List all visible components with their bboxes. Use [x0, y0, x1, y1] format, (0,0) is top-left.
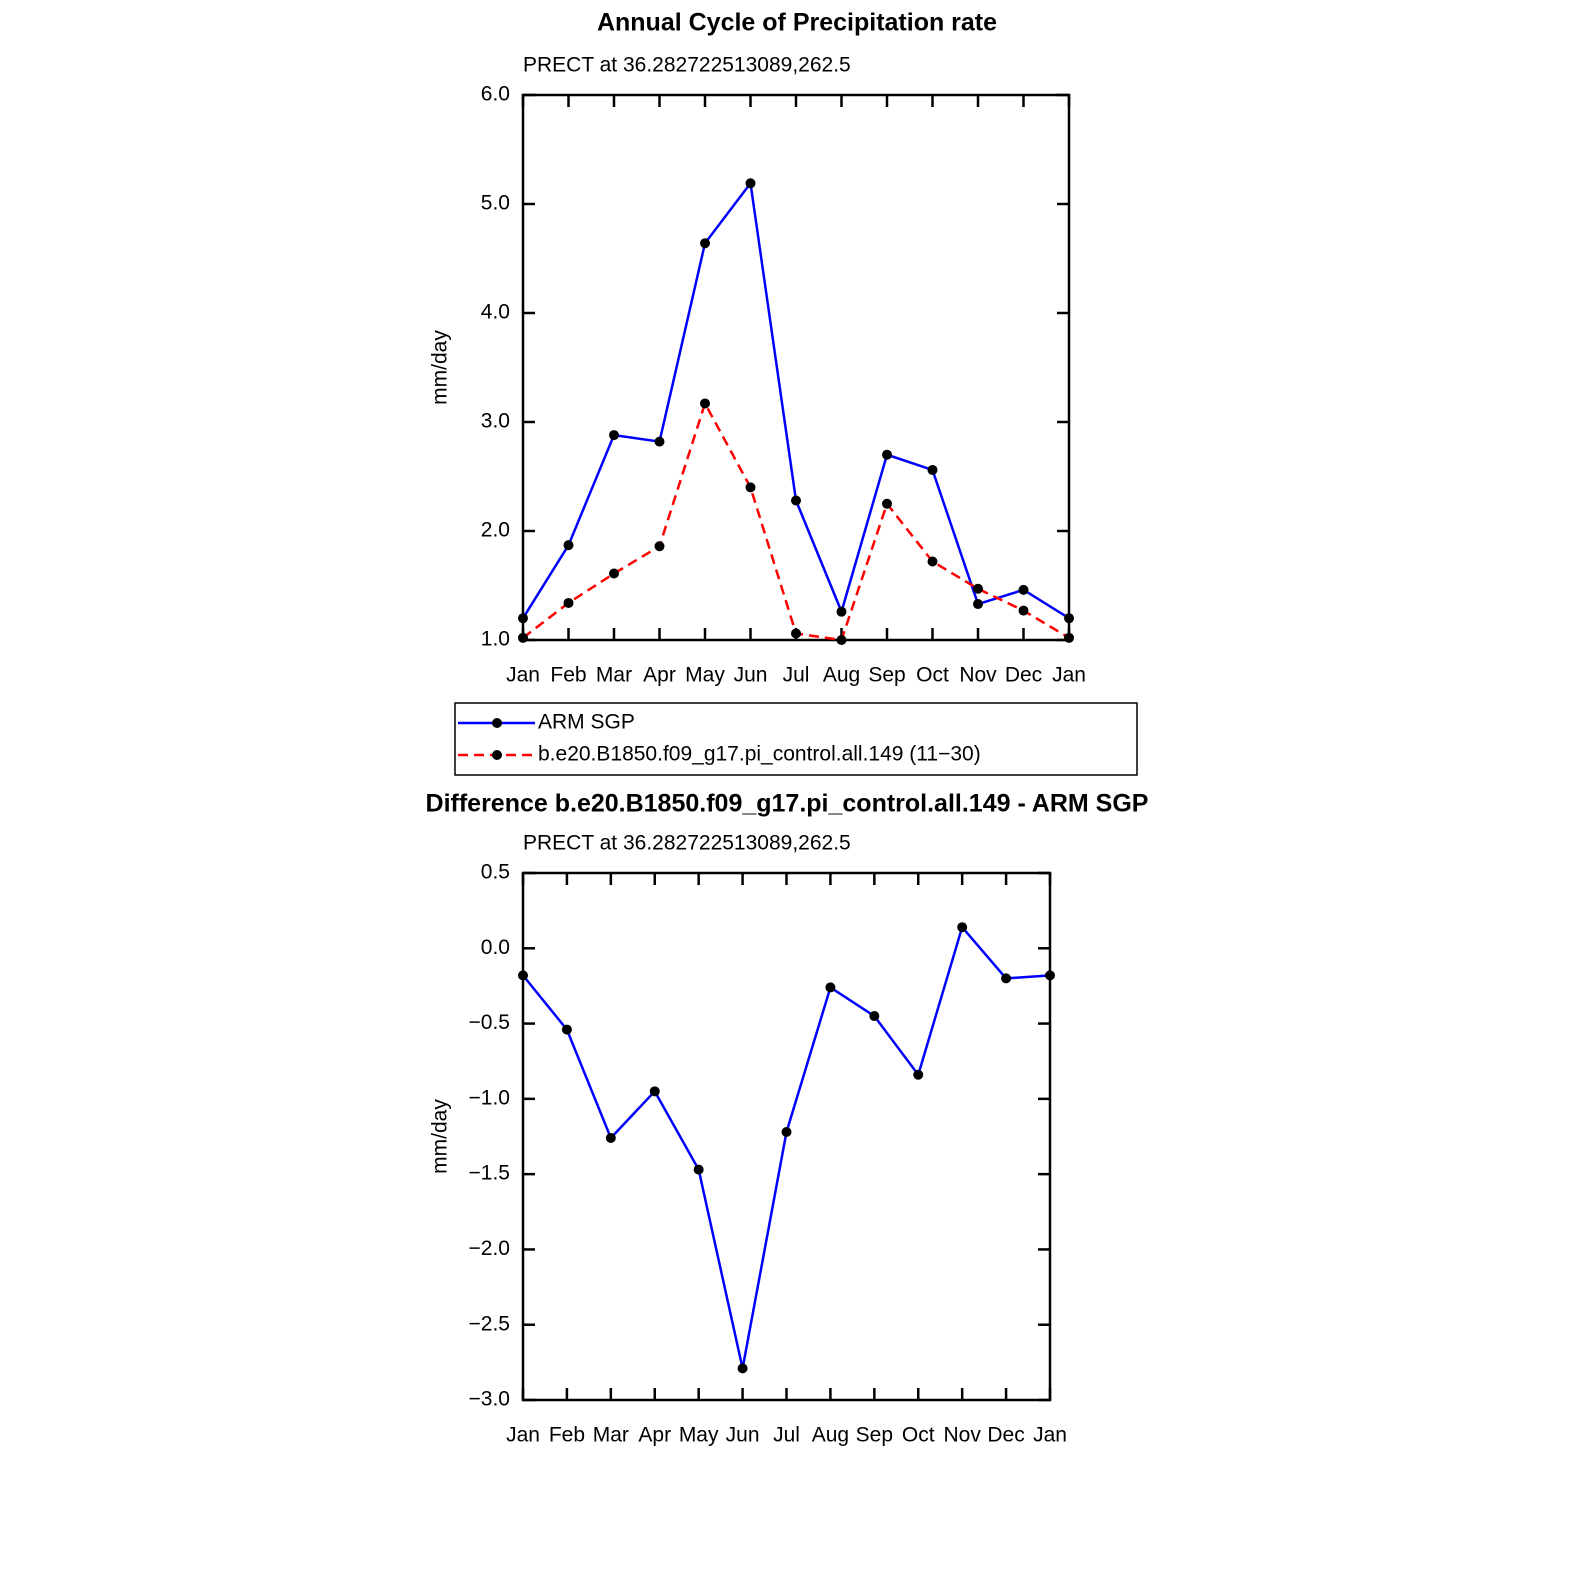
y-axis-label: mm/day — [429, 330, 452, 405]
y-tick-label: 3.0 — [481, 410, 510, 433]
data-point — [518, 970, 528, 981]
data-point — [693, 1164, 704, 1175]
data-point — [882, 498, 892, 509]
y-tick-label: 0.5 — [481, 861, 510, 884]
legend-box — [454, 702, 1138, 776]
x-tick-label: Aug — [812, 1424, 849, 1447]
x-tick-label: Jan — [506, 664, 540, 687]
series-line — [522, 400, 1070, 642]
chart-title: Annual Cycle of Precipitation rate — [597, 9, 997, 37]
x-tick-label: Oct — [916, 664, 949, 687]
x-tick-label: Sep — [856, 1424, 893, 1447]
data-point — [836, 606, 847, 617]
data-point — [1045, 970, 1055, 981]
data-point — [882, 449, 892, 460]
data-point — [1001, 973, 1012, 984]
data-point — [563, 540, 574, 551]
y-tick-label: 5.0 — [481, 192, 510, 215]
y-tick-label: 0.0 — [481, 936, 510, 959]
data-point — [913, 1069, 924, 1080]
data-point — [654, 541, 665, 552]
y-tick-label: 1.0 — [481, 628, 510, 651]
data-point — [654, 436, 665, 447]
x-tick-label: Jan — [506, 1424, 540, 1447]
data-point — [957, 922, 968, 933]
y-tick-label: −1.0 — [469, 1086, 510, 1109]
data-point — [561, 1024, 572, 1035]
x-tick-label: Oct — [902, 1424, 935, 1447]
x-tick-label: Jun — [726, 1424, 760, 1447]
data-point — [825, 982, 836, 993]
data-point — [1064, 632, 1074, 643]
x-tick-label: May — [685, 664, 725, 687]
plot-frame — [521, 871, 1052, 1402]
data-point — [609, 568, 619, 579]
x-tick-label: Jan — [1033, 1424, 1067, 1447]
x-tick-label: May — [679, 1424, 719, 1447]
y-tick-label: −3.0 — [469, 1388, 510, 1411]
y-tick-label: −2.5 — [469, 1312, 510, 1335]
data-point — [1018, 605, 1029, 616]
x-tick-label: Mar — [593, 1424, 629, 1447]
x-tick-label: Jun — [734, 664, 768, 687]
y-axis-label: mm/day — [429, 1099, 452, 1174]
data-point — [609, 430, 619, 441]
y-tick-label: 2.0 — [481, 519, 510, 542]
x-tick-label: Jul — [783, 664, 810, 687]
data-point — [700, 398, 710, 409]
data-point — [973, 583, 983, 594]
data-point — [518, 613, 528, 624]
plot-frame — [521, 93, 1071, 642]
data-point — [518, 632, 528, 643]
data-point — [781, 1126, 792, 1137]
x-tick-label: Feb — [550, 664, 586, 687]
subtitle: PRECT at 36.282722513089,262.5 — [523, 54, 851, 77]
data-point — [745, 178, 756, 189]
x-tick-label: Apr — [638, 1424, 671, 1447]
data-point — [791, 495, 801, 506]
x-tick-label: Jul — [773, 1424, 800, 1447]
y-tick-label: −2.0 — [469, 1237, 510, 1260]
x-tick-label: Apr — [643, 664, 676, 687]
x-tick-label: Nov — [943, 1424, 981, 1447]
data-point — [563, 597, 574, 608]
x-tick-label: Aug — [823, 664, 860, 687]
x-tick-label: Sep — [868, 664, 905, 687]
data-point — [869, 1011, 880, 1022]
legend-marker — [492, 750, 502, 760]
data-point — [605, 1133, 616, 1144]
subtitle: PRECT at 36.282722513089,262.5 — [523, 832, 851, 855]
data-point — [700, 238, 710, 249]
y-tick-label: 4.0 — [481, 301, 510, 324]
series-line — [522, 924, 1051, 1369]
x-tick-label: Dec — [987, 1424, 1024, 1447]
data-point — [973, 599, 983, 610]
y-tick-label: 6.0 — [481, 83, 510, 106]
y-tick-label: −0.5 — [469, 1011, 510, 1034]
series-line — [521, 180, 1070, 620]
legend-marker — [492, 718, 502, 728]
x-tick-label: Mar — [596, 664, 632, 687]
data-point — [836, 635, 847, 645]
data-point — [927, 464, 938, 475]
data-point — [1018, 584, 1029, 595]
data-point — [791, 628, 801, 639]
data-point — [927, 556, 938, 567]
data-point — [649, 1086, 660, 1097]
y-tick-label: −1.5 — [469, 1162, 510, 1185]
x-tick-label: Nov — [959, 664, 997, 687]
chart-title: Difference b.e20.B1850.f09_g17.pi_contro… — [426, 790, 1149, 818]
data-point — [737, 1363, 748, 1374]
data-point — [1064, 613, 1074, 624]
data-point — [745, 482, 756, 493]
legend-label: b.e20.B1850.f09_g17.pi_control.all.149 (… — [538, 743, 981, 766]
x-tick-label: Jan — [1052, 664, 1086, 687]
legend-label: ARM SGP — [538, 711, 635, 734]
x-tick-label: Feb — [549, 1424, 585, 1447]
x-tick-label: Dec — [1005, 664, 1042, 687]
